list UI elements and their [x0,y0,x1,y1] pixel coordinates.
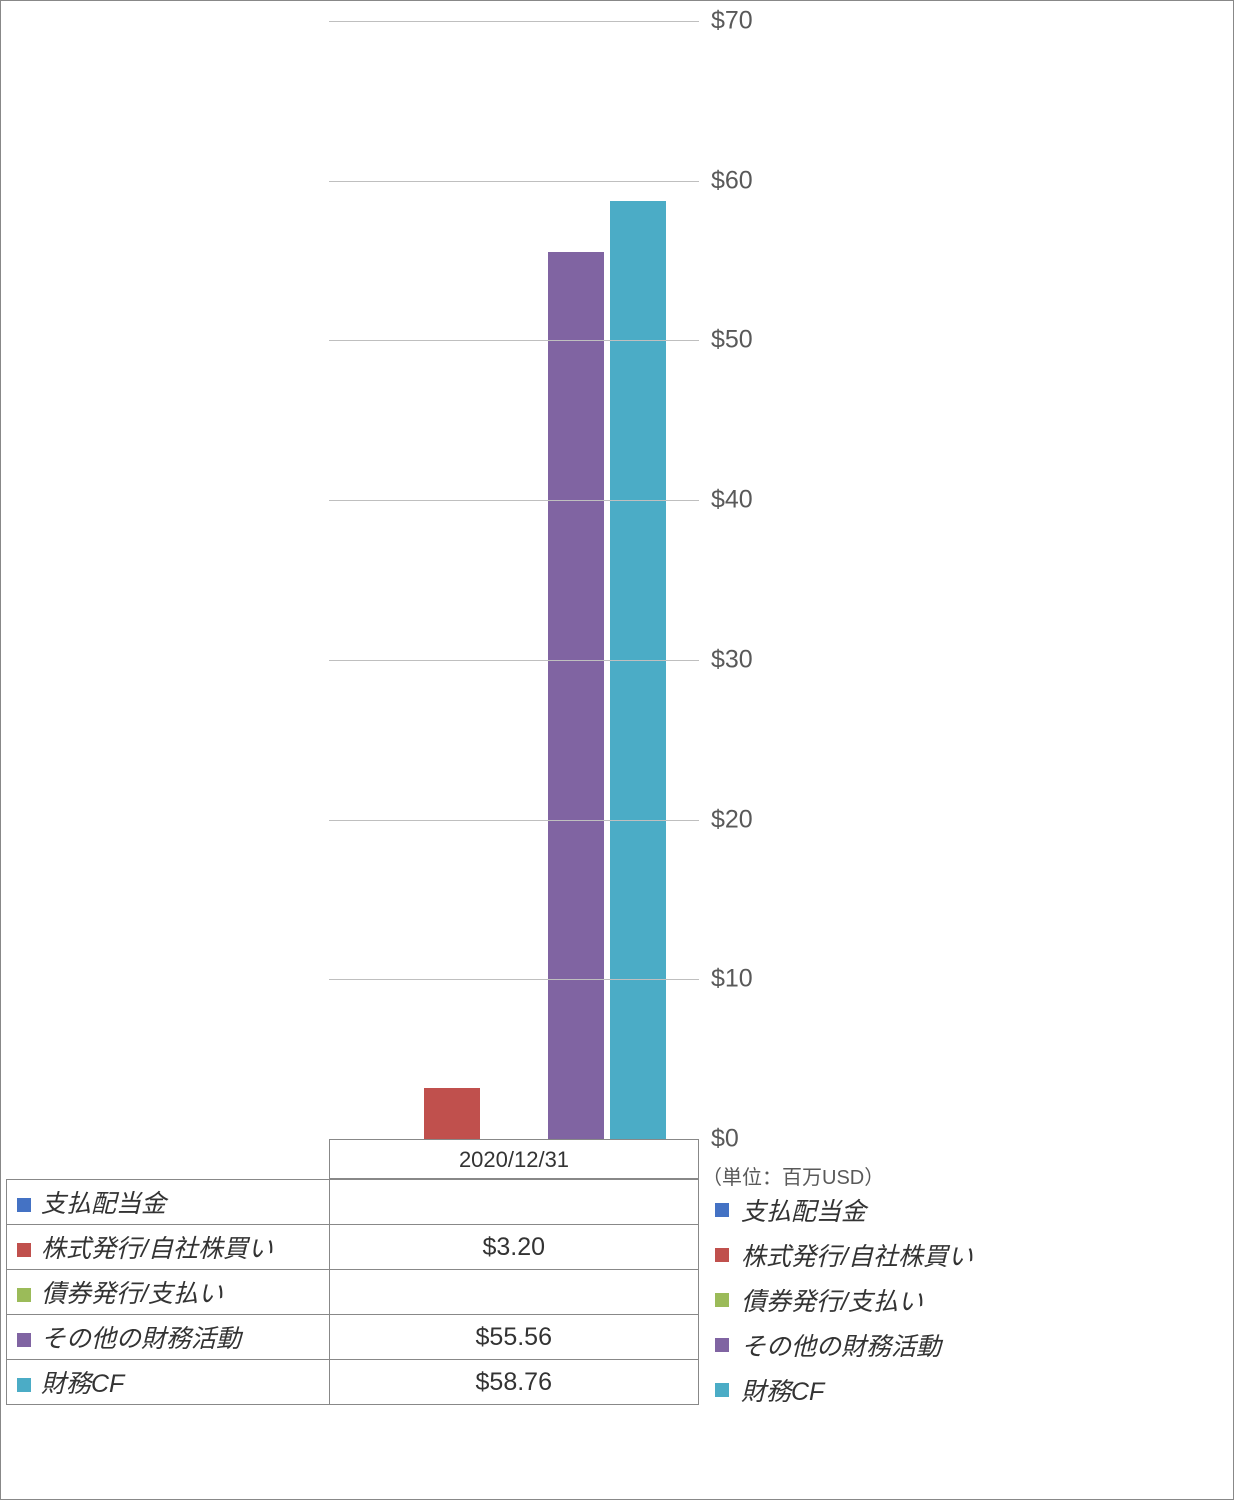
series-label: 支払配当金 [41,1190,166,1218]
legend-item: 財務CF [715,1367,1215,1412]
gridline [329,660,699,661]
legend-label: その他の財務活動 [741,1327,941,1363]
data-table: 支払配当金株式発行/自社株買い $3.20 債券発行/支払いその他の財務活動 $55.… [6,1179,699,1405]
legend-item: 株式発行/自社株買い [715,1232,1215,1277]
legend-label: 支払配当金 [741,1192,866,1228]
swatch-icon [715,1248,729,1262]
plot-area [329,21,699,1139]
y-tick-label: $30 [711,645,753,674]
legend-item: 債券発行/支払い [715,1277,1215,1322]
gridline [329,340,699,341]
swatch-icon [17,1333,31,1347]
table-row: 株式発行/自社株買い $3.20 [7,1225,699,1270]
series-label-cell: 株式発行/自社株買い [7,1225,330,1270]
swatch-icon [715,1338,729,1352]
data-table-body: 支払配当金株式発行/自社株買い $3.20 債券発行/支払いその他の財務活動 $55.… [7,1180,699,1405]
gridline [329,979,699,980]
gridline [329,500,699,501]
gridline [329,21,699,22]
table-row: その他の財務活動 $55.56 [7,1315,699,1360]
y-tick-label: $0 [711,1125,739,1154]
legend-label: 財務CF [741,1372,824,1408]
series-value-cell [329,1270,699,1315]
legend-item: 支払配当金 [715,1187,1215,1232]
swatch-icon [715,1293,729,1307]
legend: 支払配当金株式発行/自社株買い債券発行/支払いその他の財務活動財務CF [715,1187,1215,1412]
swatch-icon [17,1378,31,1392]
y-tick-label: $10 [711,965,753,994]
chart-container: $0 $10 $20 $30 $40 $50 $60 $70 （単位：百万USD） 2020/… [0,0,1234,1500]
series-label: 債券発行/支払い [41,1280,223,1308]
y-tick-label: $60 [711,166,753,195]
x-category-label: 2020/12/31 [329,1139,699,1179]
bar-group [329,21,699,1139]
y-tick-label: $20 [711,805,753,834]
swatch-icon [17,1243,31,1257]
series-label: その他の財務活動 [41,1325,241,1353]
legend-item: その他の財務活動 [715,1322,1215,1367]
swatch-icon [715,1203,729,1217]
legend-label: 債券発行/支払い [741,1282,923,1318]
legend-label: 株式発行/自社株買い [741,1237,973,1273]
bar [548,252,604,1139]
swatch-icon [17,1288,31,1302]
swatch-icon [17,1198,31,1212]
table-row: 財務CF $58.76 [7,1360,699,1405]
gridline [329,820,699,821]
unit-label: （単位：百万USD） [702,1161,884,1190]
series-value-cell: $55.56 [329,1315,699,1360]
series-label-cell: 財務CF [7,1360,330,1405]
y-axis-labels: $0$10$20$30$40$50$60$70 [711,21,811,1139]
y-tick-label: $70 [711,7,753,36]
table-row: 債券発行/支払い [7,1270,699,1315]
bar [424,1088,480,1139]
table-row: 支払配当金 [7,1180,699,1225]
series-label-cell: その他の財務活動 [7,1315,330,1360]
series-label: 財務CF [41,1370,124,1398]
series-value-cell: $58.76 [329,1360,699,1405]
series-label-cell: 債券発行/支払い [7,1270,330,1315]
series-value-cell [329,1180,699,1225]
series-label-cell: 支払配当金 [7,1180,330,1225]
gridline [329,181,699,182]
y-tick-label: $50 [711,326,753,355]
swatch-icon [715,1383,729,1397]
y-tick-label: $40 [711,486,753,515]
series-value-cell: $3.20 [329,1225,699,1270]
series-label: 株式発行/自社株買い [41,1235,273,1263]
